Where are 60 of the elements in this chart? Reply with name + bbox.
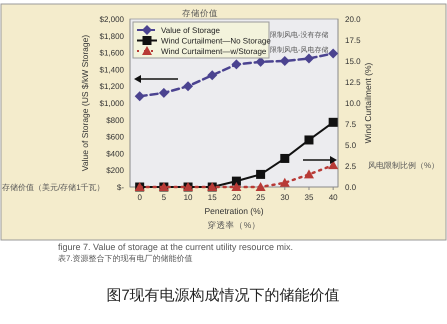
y2-tick-label: 10.0 — [345, 99, 362, 108]
legend-label: Wind Curtailment—No Storage — [161, 36, 272, 46]
y-tick-label: $- — [116, 183, 124, 192]
y2-tick-label: 2.5 — [345, 162, 357, 171]
text: 存储价值 — [182, 8, 218, 18]
caption: figure 7. Value of storage at the current utility resource mix. — [58, 242, 293, 252]
y-tick-label: $200 — [106, 166, 125, 176]
y2-tick-label: 17.5 — [345, 36, 362, 45]
x-tick-label: 10 — [184, 193, 194, 202]
y2-tick-label: 5.0 — [345, 141, 357, 150]
text: 表7.资源整合下的现有电厂的储能价值 — [58, 254, 193, 263]
x-tick-label: 40 — [328, 193, 338, 202]
y-tick-label: $600 — [106, 132, 125, 142]
x-tick-label: 0 — [137, 193, 142, 202]
point — [328, 160, 338, 170]
text: 存储价值（美元/存储1千瓦） — [2, 183, 105, 192]
y-axis-title: Value of Storage (US $/kW Storage) — [80, 34, 90, 172]
point — [134, 91, 145, 102]
legend-label: Wind Curtailment—w/Storage — [161, 47, 267, 56]
x-axis-title: Penetration (%) — [204, 206, 264, 216]
y2-tick-label: 0.0 — [345, 183, 357, 192]
point — [158, 88, 169, 98]
point — [256, 182, 266, 191]
point — [280, 56, 290, 66]
y2-tick-label: 12.5 — [345, 78, 362, 87]
y2-axis-title: Wind Curtailment (%) — [363, 62, 373, 144]
point — [304, 135, 314, 144]
x-tick-label: 30 — [280, 193, 290, 202]
y2-tick-label: 15.0 — [345, 57, 362, 66]
point — [328, 48, 338, 58]
y2-tick-label: 20.0 — [345, 15, 362, 24]
y2-tick-label: 7.5 — [345, 120, 357, 129]
point — [304, 53, 314, 64]
text: 穿透率（%） — [208, 220, 260, 230]
y-tick-label: $1,600 — [100, 48, 125, 58]
y-tick-label: $1,000 — [100, 99, 125, 108]
y-tick-label: $800 — [106, 116, 125, 125]
caption: 图7现有电源构成情况下的储能价值 — [106, 287, 340, 304]
y-tick-label: $400 — [106, 149, 125, 158]
x-tick-label: 5 — [162, 193, 167, 202]
y-tick-label: $1,400 — [100, 65, 125, 74]
point — [304, 169, 314, 178]
legend-label: Value of Storage — [161, 26, 221, 35]
text: 风电限制比例（%） — [368, 161, 440, 170]
point — [256, 170, 266, 179]
point — [231, 59, 242, 70]
point — [183, 81, 194, 92]
point — [328, 118, 338, 127]
y-tick-label: $1,800 — [100, 32, 125, 41]
x-tick-label: 25 — [256, 193, 266, 202]
point — [207, 70, 218, 80]
x-tick-label: 20 — [232, 193, 242, 202]
x-tick-label: 15 — [208, 193, 218, 202]
y-tick-label: $1,200 — [100, 82, 125, 92]
point — [280, 154, 290, 163]
point — [232, 176, 241, 186]
point — [280, 178, 290, 187]
y-tick-label: $2,000 — [100, 15, 125, 24]
x-tick-label: 35 — [304, 193, 314, 202]
point — [231, 182, 242, 191]
